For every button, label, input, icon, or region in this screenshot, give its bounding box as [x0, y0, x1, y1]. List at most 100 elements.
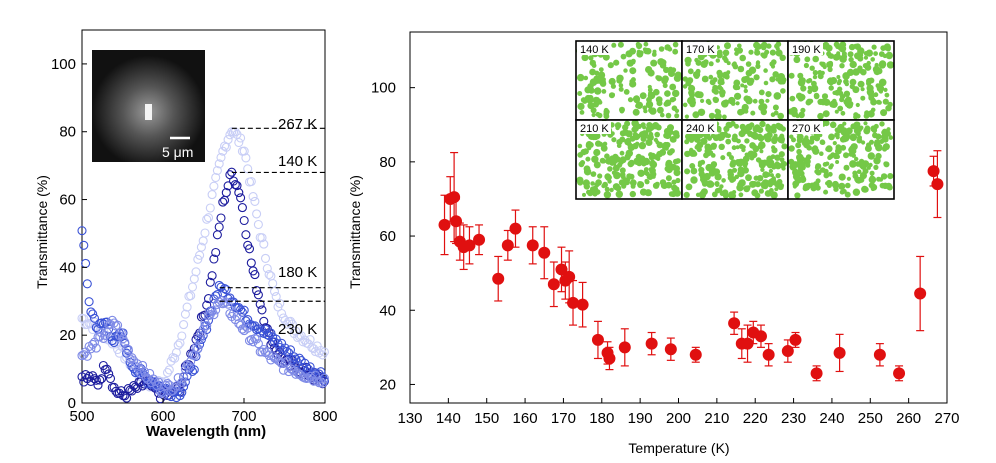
spectrum-point	[102, 364, 112, 374]
particle	[862, 63, 869, 69]
particle	[607, 166, 613, 172]
particle	[765, 91, 772, 98]
data-point	[603, 346, 616, 371]
particle	[758, 188, 765, 194]
spectrum-point	[262, 346, 272, 356]
left-y-tick-label: 40	[59, 259, 76, 276]
particle	[869, 170, 875, 176]
data-point	[563, 250, 576, 304]
particle	[584, 86, 592, 94]
particle	[758, 141, 766, 149]
particle	[866, 88, 875, 97]
particle	[669, 148, 675, 154]
particle	[700, 98, 705, 103]
spectrum-point	[223, 135, 233, 145]
spectrum-point	[81, 258, 91, 268]
particle	[619, 167, 626, 174]
particle	[601, 158, 607, 164]
particle	[759, 120, 766, 128]
right-x-tick-label: 220	[743, 410, 768, 427]
particle	[760, 181, 768, 189]
particle	[732, 63, 739, 70]
particle	[650, 59, 658, 67]
spectrum-point	[89, 313, 100, 323]
particle	[811, 80, 817, 87]
particle	[884, 130, 891, 137]
particle	[665, 175, 672, 182]
inset-label-bg	[789, 121, 823, 134]
particle	[638, 131, 645, 138]
particle	[672, 130, 680, 137]
right-chart: 130 140 150 160 170 180 190 200 210 220 230 240 250 2…	[347, 31, 960, 456]
particle	[745, 69, 753, 77]
particle	[602, 53, 610, 61]
particle	[780, 88, 786, 94]
particle	[770, 127, 777, 134]
particle	[870, 57, 875, 62]
spectrum-point	[82, 279, 92, 289]
data-point	[914, 255, 927, 332]
particle	[737, 65, 745, 73]
particle	[834, 109, 839, 114]
particle	[777, 135, 785, 144]
particle	[662, 83, 668, 89]
right-y-axis-label: Transmittance (%)	[347, 175, 363, 289]
spectrum-point	[246, 258, 256, 268]
particle	[825, 147, 830, 152]
particle	[722, 49, 730, 57]
spectrum-point	[205, 203, 215, 213]
marker	[893, 367, 906, 380]
particle	[870, 186, 876, 192]
particle	[647, 191, 652, 196]
particle	[615, 190, 623, 198]
particle	[872, 132, 878, 139]
inset-frame	[787, 119, 895, 200]
spectrum-point	[239, 146, 249, 156]
particle	[651, 122, 660, 130]
right-axis-ticks: 130 140 150 160 170 180 190 200 210 220 230 240 250 2…	[371, 80, 960, 427]
particle	[604, 186, 610, 192]
particle	[853, 43, 858, 49]
spectrum-point	[214, 159, 224, 169]
particle	[852, 188, 861, 196]
annotation-267k: 267 K	[278, 116, 317, 133]
particle	[771, 135, 779, 143]
particle	[642, 47, 647, 52]
data-point	[555, 246, 568, 293]
spectrum-point	[234, 137, 244, 148]
particle	[848, 151, 854, 157]
particle	[854, 52, 861, 60]
spectrum-point	[95, 375, 105, 385]
inset-label-bg	[683, 121, 717, 134]
spectrum-point	[123, 344, 133, 354]
particle	[812, 181, 820, 188]
particle	[868, 95, 874, 101]
particle	[593, 134, 599, 141]
particle	[852, 170, 858, 176]
particle	[821, 93, 829, 100]
particle	[819, 98, 827, 106]
particle	[645, 139, 653, 146]
particle	[607, 62, 614, 69]
particle	[766, 172, 771, 178]
spectrum-point	[246, 335, 256, 345]
particle	[849, 83, 855, 90]
spectrum-point	[268, 278, 278, 289]
particle	[642, 105, 648, 111]
annotation-140k: 140 K	[278, 153, 317, 170]
particle	[849, 78, 857, 86]
particle	[738, 192, 744, 198]
particle	[673, 169, 681, 177]
particle	[847, 51, 854, 58]
particle	[655, 75, 661, 80]
particle	[774, 187, 779, 192]
particle	[591, 155, 599, 163]
particle	[876, 176, 882, 182]
particle	[586, 97, 594, 104]
right-y-tick-label: 60	[379, 228, 396, 245]
particle	[777, 112, 784, 120]
particle	[878, 61, 886, 69]
spectrum-point	[212, 165, 222, 176]
marker	[618, 341, 631, 354]
particle	[712, 84, 718, 91]
